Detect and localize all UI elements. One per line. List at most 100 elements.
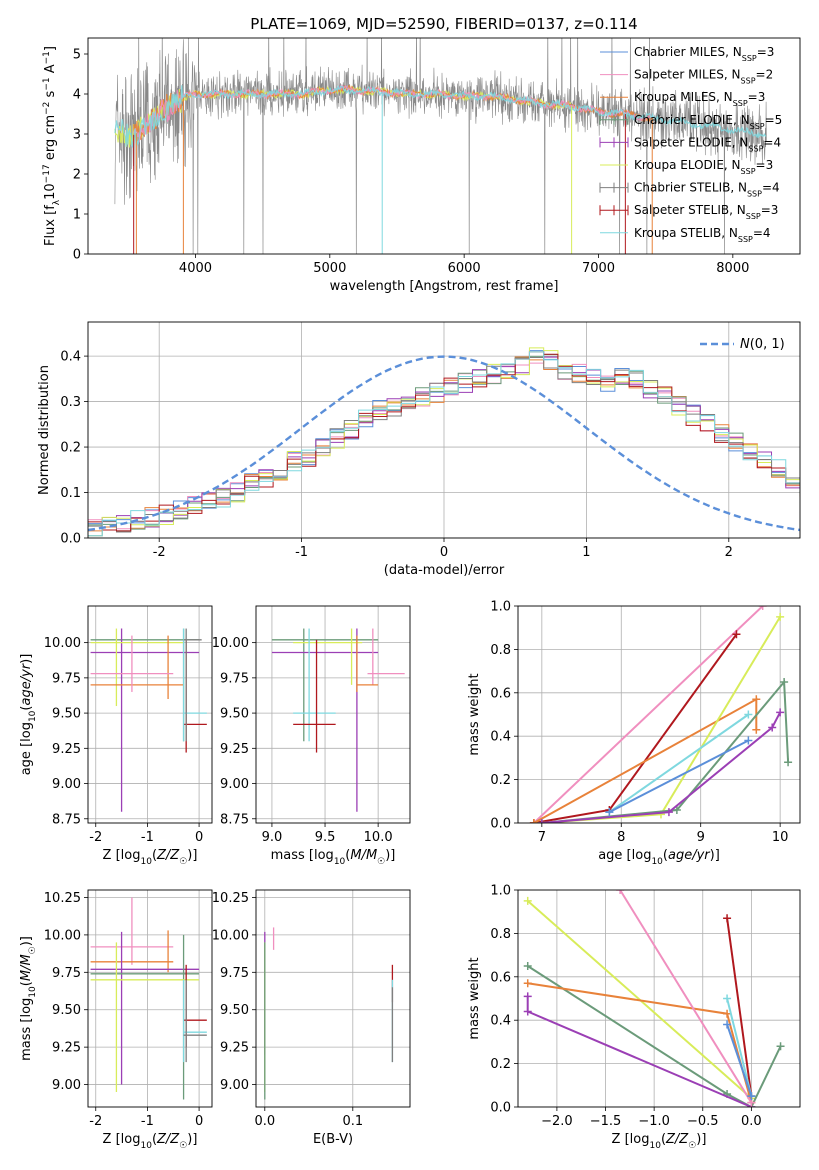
legend-model: Chabrier MILES, N	[634, 45, 742, 59]
y-axis-label: Flux [fλ10−17 erg cm−2 s−1 A−1]	[42, 46, 62, 246]
y-tick-label: 10.00	[212, 636, 249, 651]
y-tick-label: 0.6	[490, 686, 511, 701]
legend-label: Kroupa ELODIE, NSSP=3	[634, 158, 773, 176]
label-part: (	[152, 1132, 157, 1147]
weight-marker	[664, 808, 673, 817]
label-part: 10	[140, 857, 152, 867]
legend-sub: SSP	[733, 99, 748, 108]
y-tick-label: 1.0	[490, 884, 511, 899]
x-tick-label: −0.5	[687, 1114, 719, 1129]
y-tick-label: 0.0	[60, 532, 81, 547]
weight-marker	[784, 758, 793, 767]
model-spectrum	[114, 85, 767, 148]
legend-model: Kroupa STELIB, N	[634, 226, 738, 240]
legend-sub: SSP	[741, 167, 756, 176]
age-vs-mass-plot-area	[256, 606, 410, 823]
y-tick-label: 3	[73, 128, 81, 143]
x-tick-label: -2	[153, 545, 166, 560]
label-part: 10	[28, 710, 38, 722]
y-tick-label: 9.75	[52, 966, 81, 981]
legend-label: Chabrier STELIB, NSSP=4	[634, 181, 780, 199]
figure-title: PLATE=1069, MJD=52590, FIBERID=0137, z=0…	[250, 15, 637, 33]
y-tick-label: 8.75	[220, 812, 249, 827]
weight-marker	[723, 1009, 732, 1018]
y-tick-label: 2	[73, 168, 81, 183]
weight-vs-Z-axes: −2.0 −1.5 −1.0 −0.5 0.0 0.0 0.2 0.4 0.6 0.8 1.0 Z […	[467, 884, 801, 1151]
x-tick-label: 9.0	[262, 830, 283, 845]
y-tick-label: 8.75	[52, 812, 81, 827]
y-tick-label: 9.75	[52, 671, 81, 686]
axes-frame	[517, 605, 801, 824]
label-part: Z [log	[103, 1132, 141, 1147]
weight-marker	[616, 890, 625, 894]
legend-sub: SSP	[738, 234, 753, 243]
axes-frame	[87, 321, 801, 539]
label-part: age/yr	[668, 848, 711, 863]
legend-model: Salpeter STELIB, N	[634, 203, 746, 217]
label-part: A	[43, 64, 58, 77]
weight-series-line	[541, 616, 781, 823]
x-tick-label: 0.1	[342, 1114, 363, 1129]
y-tick-label: 0.3	[60, 395, 81, 410]
label-part: Z [log	[612, 1132, 650, 1147]
legend-model: Chabrier STELIB, N	[634, 181, 747, 195]
x-axis-label: (data-model)/error	[384, 563, 505, 578]
legend-args: (0, 1)	[750, 337, 785, 352]
x-tick-label: −2.0	[541, 1114, 573, 1129]
x-tick-label: 0.0	[254, 1114, 275, 1129]
spectrum-axes: 4000 5000 6000 7000 8000 0 1 2 3 4 5 wavelength [An…	[42, 37, 801, 294]
y-tick-label: 0.4	[490, 730, 511, 745]
weight-series-line	[527, 982, 753, 1103]
weight-marker	[776, 708, 785, 717]
label-part: −17	[42, 164, 52, 183]
y-tick-label: 10.25	[44, 891, 81, 906]
label-part: 10	[649, 1141, 661, 1151]
label-part: )]	[19, 936, 34, 946]
y-axis-label: Normed distribution	[37, 365, 52, 495]
weight-marker	[723, 1020, 732, 1029]
x-tick-label: 9.5	[315, 830, 336, 845]
x-tick-label: 0.0	[741, 1114, 762, 1129]
label-part: )]	[385, 848, 395, 863]
y-tick-label: 0	[73, 248, 81, 263]
label-part: Normed distribution	[37, 365, 52, 495]
weight-marker	[523, 896, 532, 905]
x-tick-label: −1.0	[638, 1114, 670, 1129]
y-tick-label: 9.25	[220, 1041, 249, 1056]
legend-n: =2	[756, 68, 774, 82]
weight-series-line	[726, 918, 753, 1097]
legend-n: =3	[748, 90, 766, 104]
weight-marker	[529, 819, 538, 823]
x-tick-label: 5000	[313, 261, 346, 276]
label-part: 10	[43, 183, 58, 200]
y-tick-label: 0.8	[490, 643, 511, 658]
x-axis-label: wavelength [Angstrom, rest frame]	[330, 279, 559, 294]
axes-frame	[255, 889, 411, 1108]
y-tick-label: 4	[73, 88, 81, 103]
label-part: −1	[42, 77, 52, 90]
y-tick-label: 9.50	[52, 707, 81, 722]
y-axis-label: age [log10(age/yr)]	[19, 654, 38, 776]
y-tick-label: 9.00	[220, 1078, 249, 1093]
label-part: age [log	[598, 848, 651, 863]
legend-label: Chabrier ELODIE, NSSP=5	[634, 113, 782, 131]
weight-series-line	[541, 711, 781, 823]
y-tick-label: 1.0	[490, 600, 511, 615]
label-part: 10	[28, 986, 38, 998]
legend-n: =3	[761, 203, 779, 217]
axes-frame	[517, 889, 801, 1108]
axes-frame	[87, 37, 801, 255]
y-tick-label: 5	[73, 48, 81, 63]
legend-sub: SSP	[741, 76, 756, 85]
x-tick-label: 0	[195, 1114, 203, 1129]
x-tick-label: −1.5	[590, 1114, 622, 1129]
legend-label: Kroupa STELIB, NSSP=4	[634, 226, 771, 244]
x-axis-label: Z [log10(Z/Z☉)]	[103, 848, 198, 867]
label-part: Z/Z	[156, 1132, 180, 1147]
histogram-series	[88, 351, 800, 537]
y-tick-label: 9.25	[52, 1041, 81, 1056]
weight-marker	[523, 979, 532, 988]
